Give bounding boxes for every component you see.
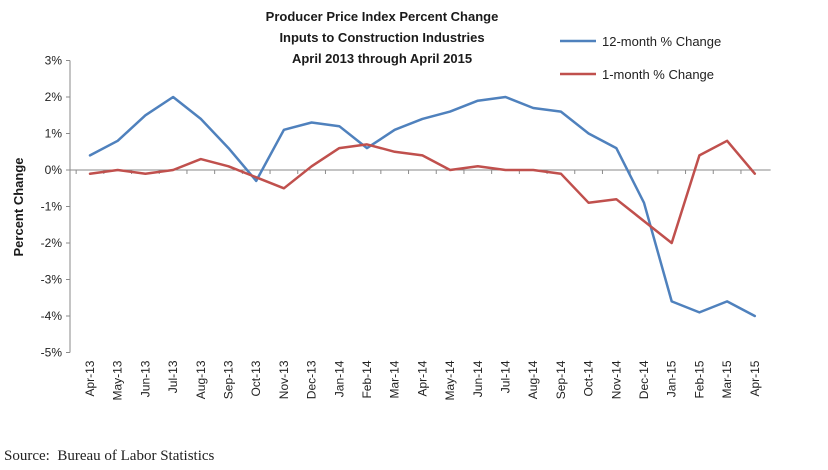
axes	[69, 60, 771, 353]
x-tick-label: Oct-13	[249, 360, 263, 396]
legend-label: 1-month % Change	[602, 67, 714, 82]
chart-title-line-2: Inputs to Construction Industries	[279, 30, 484, 45]
x-tick-label: Jan-15	[665, 360, 679, 397]
x-tick-label: Apr-14	[415, 360, 429, 396]
ppi-line-chart: Producer Price Index Percent Change Inpu…	[11, 9, 771, 401]
x-tick-label: Mar-14	[388, 360, 402, 398]
x-tick-label: Jan-14	[332, 360, 346, 397]
chart-title-line-3: April 2013 through April 2015	[292, 51, 472, 66]
x-tick-label: Feb-15	[692, 360, 706, 398]
x-tick-label: Mar-15	[720, 360, 734, 398]
x-tick-label: Dec-14	[637, 360, 651, 399]
y-tick-label: -5%	[41, 346, 63, 360]
y-tick-label: -3%	[41, 273, 63, 287]
x-tick-label: Nov-13	[277, 360, 291, 399]
x-tick-label: Jun-13	[138, 360, 152, 397]
chart-title: Producer Price Index Percent Change Inpu…	[266, 9, 499, 66]
x-tick-label: Feb-14	[360, 360, 374, 398]
x-tick-label: May-14	[443, 360, 457, 400]
chart-title-line-1: Producer Price Index Percent Change	[266, 9, 499, 24]
y-tick-label: 3%	[45, 54, 63, 68]
x-tick-label: Sep-14	[554, 360, 568, 399]
series-lines	[88, 95, 757, 318]
series-line-12-month	[88, 95, 757, 318]
series-line-1-month	[88, 139, 757, 245]
x-tick-label: Apr-15	[748, 360, 762, 396]
y-tick-label: 2%	[45, 90, 63, 104]
legend-label: 12-month % Change	[602, 34, 721, 49]
x-tick-label: Apr-13	[83, 360, 97, 396]
x-axis-ticks: Apr-13 May-13 Jun-13 Jul-13 Aug-13 Sep-13 Oct-…	[75, 170, 762, 401]
x-tick-label: Jun-14	[471, 360, 485, 397]
x-tick-label: May-13	[111, 360, 125, 400]
x-tick-label: Oct-14	[582, 360, 596, 396]
x-tick-label: Aug-13	[194, 360, 208, 399]
y-tick-label: -1%	[41, 200, 63, 214]
x-tick-label: Sep-13	[222, 360, 236, 399]
y-axis-label: Percent Change	[11, 158, 26, 257]
x-tick-label: Jul-13	[166, 360, 180, 393]
x-tick-label: Jul-14	[499, 360, 513, 393]
y-tick-label: -4%	[41, 309, 63, 323]
legend: 12-month % Change 1-month % Change	[560, 34, 721, 82]
source-note: Source: Bureau of Labor Statistics	[4, 448, 215, 464]
x-tick-label: Dec-13	[305, 360, 319, 399]
x-tick-label: Nov-14	[609, 360, 623, 399]
y-tick-label: -2%	[41, 236, 63, 250]
y-tick-label: 1%	[45, 127, 63, 141]
x-tick-label: Aug-14	[526, 360, 540, 399]
y-tick-label: 0%	[45, 163, 63, 177]
y-axis-ticks: 3% 2% 1% 0% -1% -2% -3% -4% -5%	[41, 54, 70, 360]
